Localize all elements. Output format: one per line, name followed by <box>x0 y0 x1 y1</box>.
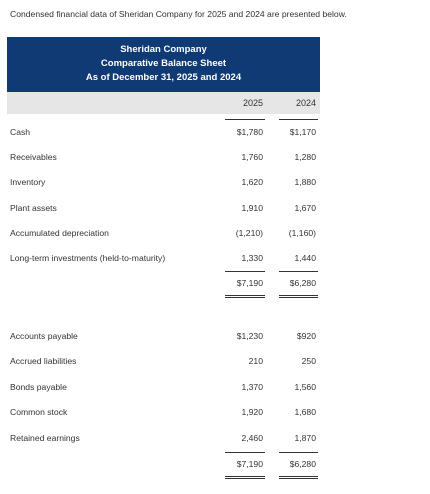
liabilities-subtotal-line-2024 <box>279 452 318 453</box>
plant-assets-2025: 1,910 <box>241 203 263 213</box>
assets-total-2024: $6,280 <box>289 278 316 288</box>
accounts-payable-2024: $920 <box>296 331 316 341</box>
receivables-2024: 1,280 <box>294 152 316 162</box>
year-underline-2025 <box>225 119 265 120</box>
accumulated-depreciation-2025: (1,210) <box>235 228 263 238</box>
row-label-long-term-investments: Long-term investments (held-to-maturity) <box>10 253 166 263</box>
retained-earnings-2024: 1,870 <box>294 433 316 443</box>
liabilities-subtotal-line-2025 <box>225 452 265 453</box>
assets-subtotal-line-2024 <box>279 271 318 272</box>
intro-text: Condensed financial data of Sheridan Com… <box>10 9 347 19</box>
row-label-bonds-payable: Bonds payable <box>10 382 67 392</box>
long-term-investments-2025: 1,330 <box>241 253 263 263</box>
common-stock-2024: 1,680 <box>294 407 316 417</box>
liabilities-total-double-line-2025-a <box>225 476 265 477</box>
retained-earnings-2025: 2,460 <box>241 433 263 443</box>
statement-title: Comparative Balance Sheet <box>100 58 227 69</box>
assets-total-2025: $7,190 <box>236 278 263 288</box>
company-name: Sheridan Company <box>120 44 207 55</box>
row-label-common-stock: Common stock <box>10 407 68 417</box>
inventory-2025: 1,620 <box>241 177 263 187</box>
year-header-bar <box>7 92 320 114</box>
row-label-accumulated-depreciation: Accumulated depreciation <box>10 228 109 238</box>
receivables-2025: 1,760 <box>241 152 263 162</box>
common-stock-2025: 1,920 <box>241 407 263 417</box>
long-term-investments-2024: 1,440 <box>294 253 316 263</box>
row-label-receivables: Receivables <box>10 152 57 162</box>
assets-total-double-line-2025-b <box>225 297 265 298</box>
liabilities-total-double-line-2024-b <box>279 478 318 479</box>
inventory-2024: 1,880 <box>294 177 316 187</box>
liabilities-total-2025: $7,190 <box>236 459 263 469</box>
plant-assets-2024: 1,670 <box>294 203 316 213</box>
row-label-inventory: Inventory <box>10 177 46 187</box>
year-2025-header: 2025 <box>242 98 263 108</box>
accrued-liabilities-2024: 250 <box>301 356 316 366</box>
row-label-cash: Cash <box>10 127 31 137</box>
cash-2024: $1,170 <box>289 127 316 137</box>
liabilities-total-double-line-2025-b <box>225 478 265 479</box>
year-2024-header: 2024 <box>295 98 316 108</box>
row-label-accounts-payable: Accounts payable <box>10 331 78 341</box>
liabilities-total-2024: $6,280 <box>289 459 316 469</box>
assets-total-double-line-2024-a <box>279 295 318 296</box>
cash-2025: $1,780 <box>236 127 263 137</box>
assets-total-double-line-2024-b <box>279 297 318 298</box>
row-label-accrued-liabilities: Accrued liabilities <box>10 356 77 366</box>
accumulated-depreciation-2024: (1,160) <box>288 228 316 238</box>
liabilities-total-double-line-2024-a <box>279 476 318 477</box>
accounts-payable-2025: $1,230 <box>236 331 263 341</box>
assets-subtotal-line-2025 <box>225 271 265 272</box>
year-underline-2024 <box>279 119 318 120</box>
bonds-payable-2024: 1,560 <box>294 382 316 392</box>
bonds-payable-2025: 1,370 <box>241 382 263 392</box>
row-label-plant-assets: Plant assets <box>10 203 57 213</box>
row-label-retained-earnings: Retained earnings <box>10 433 80 443</box>
accrued-liabilities-2025: 210 <box>248 356 263 366</box>
assets-total-double-line-2025-a <box>225 295 265 296</box>
statement-header: Sheridan Company Comparative Balance She… <box>7 37 320 92</box>
statement-date: As of December 31, 2025 and 2024 <box>85 72 242 83</box>
